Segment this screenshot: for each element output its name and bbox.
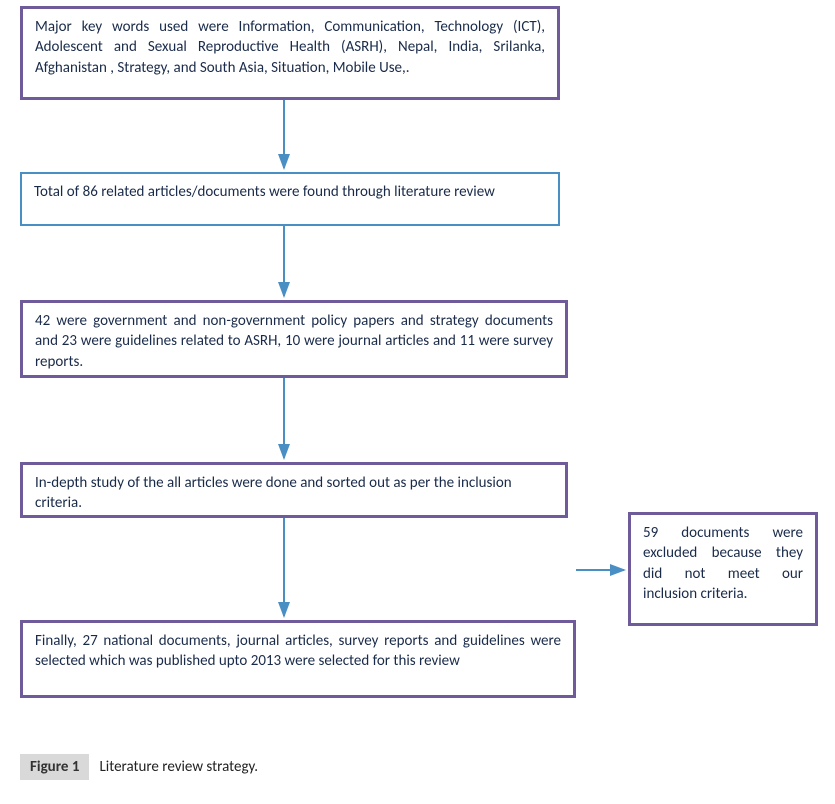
figure-text: Literature review strategy.	[99, 758, 258, 776]
figure-label: Figure 1	[20, 754, 89, 780]
figure-caption: Figure 1 Literature review strategy.	[20, 754, 258, 780]
arrow-1-2	[0, 0, 835, 804]
